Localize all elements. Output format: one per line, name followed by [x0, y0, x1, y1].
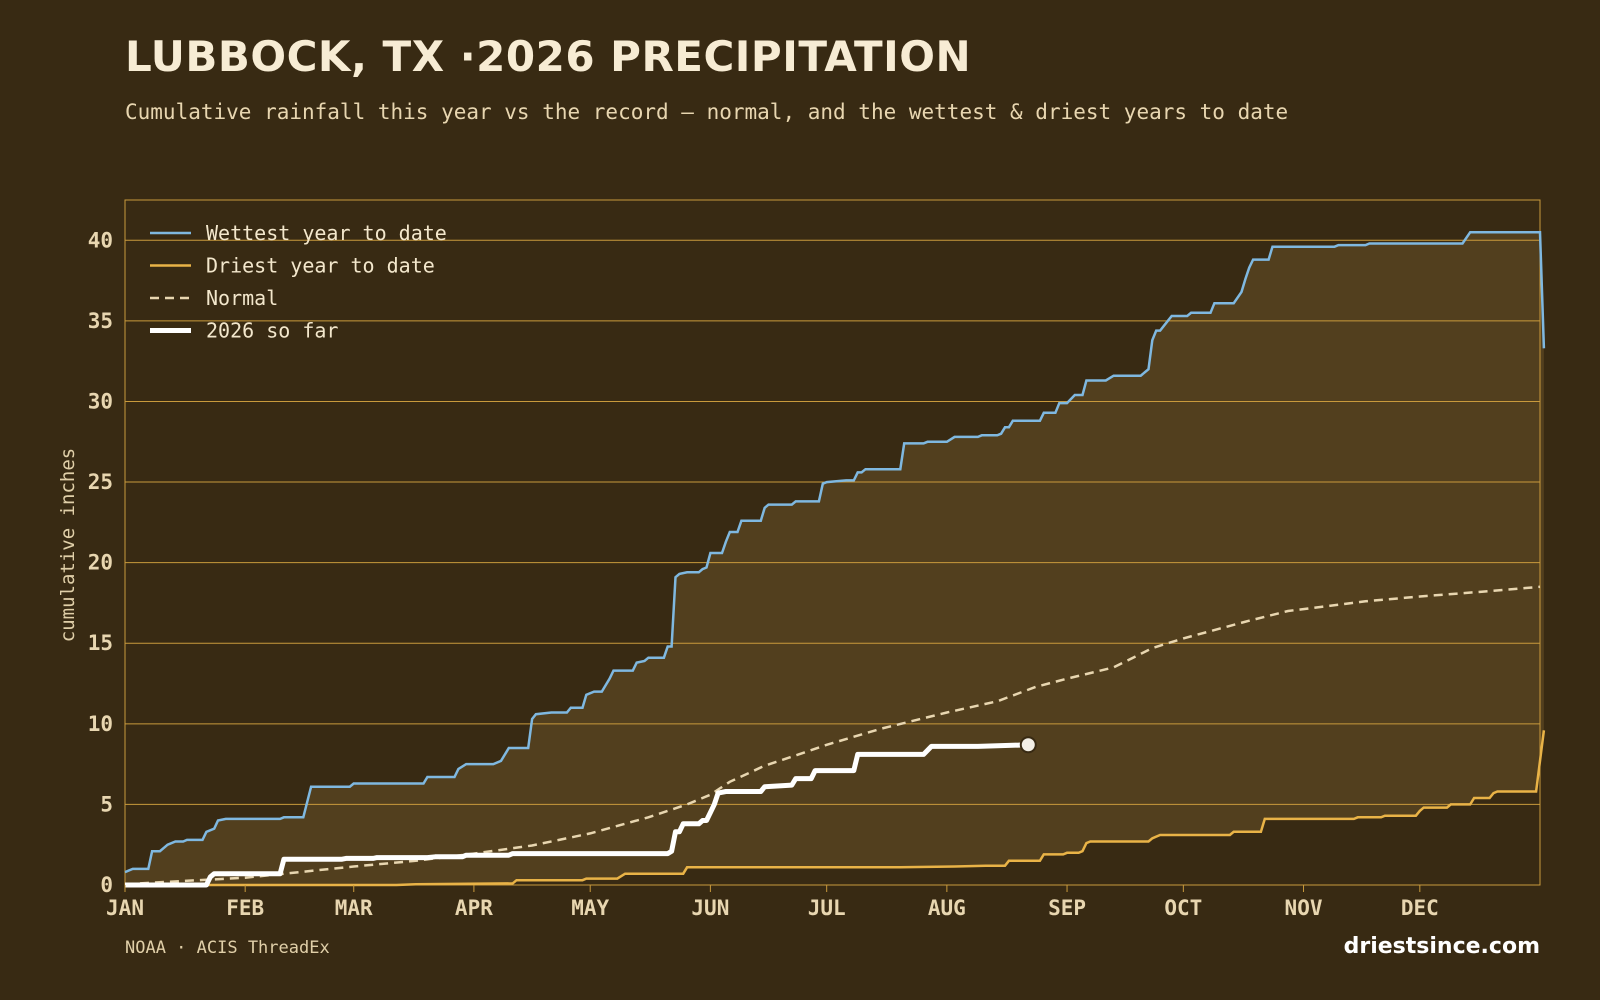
y-tick-label: 30	[88, 389, 113, 413]
y-tick-label: 5	[100, 792, 113, 816]
chart-title: LUBBOCK, TX ·2026 PRECIPITATION	[125, 32, 972, 81]
y-tick-label: 15	[88, 631, 113, 655]
x-tick-label: FEB	[226, 896, 264, 920]
y-tick-label: 0	[100, 873, 113, 897]
brand-logo[interactable]: driestsince.com	[1343, 934, 1540, 959]
current-value-marker	[1019, 736, 1037, 754]
legend-label: Wettest year to date	[206, 221, 447, 245]
y-tick-label: 10	[88, 712, 113, 736]
y-tick-label: 40	[88, 228, 113, 252]
x-tick-label: SEP	[1048, 896, 1086, 920]
y-tick-label: 20	[88, 551, 113, 575]
x-tick-label: NOV	[1285, 896, 1323, 920]
y-tick-label: 25	[88, 470, 113, 494]
x-tick-label: OCT	[1164, 896, 1202, 920]
axes: 0 5 10 15 20 25 30 35 40 JAN FEB MAR APR MAY JUN JUL AUG…	[88, 228, 1439, 920]
wettest-line	[124, 230, 1546, 874]
series-layer	[124, 230, 1546, 888]
y-axis-title: cumulative inches	[57, 448, 79, 642]
y-tick-label: 35	[88, 309, 113, 333]
driest-line	[125, 730, 1546, 887]
x-tick-label: JUL	[808, 896, 846, 920]
legend: Wettest year to date Driest year to date N…	[150, 221, 447, 343]
current-year-line	[125, 742, 1029, 888]
legend-label: Driest year to date	[206, 254, 435, 278]
legend-label: Normal	[206, 286, 278, 310]
normal-line	[124, 585, 1541, 886]
x-tick-label: APR	[455, 896, 493, 920]
x-tick-label: JUN	[691, 896, 729, 920]
band-layer	[125, 232, 1544, 885]
x-tick-label: DEC	[1401, 896, 1439, 920]
range-band	[125, 232, 1544, 885]
legend-label: 2026 so far	[206, 319, 338, 343]
x-tick-label: JAN	[106, 896, 144, 920]
x-tick-label: MAY	[571, 896, 609, 920]
source-credit: NOAA · ACIS ThreadEx	[125, 938, 330, 958]
chart-subtitle: Cumulative rainfall this year vs the rec…	[125, 100, 1289, 124]
x-tick-label: AUG	[928, 896, 966, 920]
x-tick-label: MAR	[335, 896, 373, 920]
